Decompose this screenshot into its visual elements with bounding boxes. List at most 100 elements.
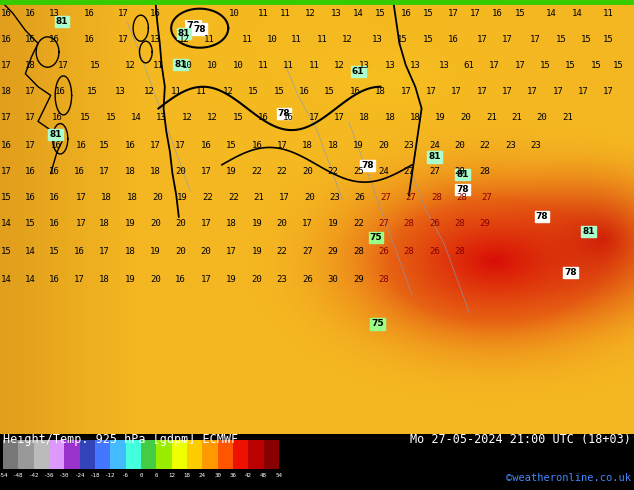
Text: 75: 75 — [370, 233, 382, 242]
Text: 29: 29 — [328, 247, 338, 256]
Text: 21: 21 — [512, 113, 522, 122]
Text: 17: 17 — [25, 141, 36, 150]
Text: 22: 22 — [203, 193, 213, 202]
Text: 28: 28 — [455, 219, 465, 228]
Text: 61: 61 — [464, 61, 474, 70]
Text: 78: 78 — [278, 109, 290, 118]
Text: 28: 28 — [456, 193, 467, 202]
Text: 17: 17 — [25, 87, 36, 96]
Text: 30: 30 — [214, 473, 221, 478]
Text: 78: 78 — [361, 161, 374, 170]
Text: 13: 13 — [49, 8, 59, 18]
Text: 13: 13 — [410, 61, 420, 70]
Bar — [141, 441, 157, 468]
Text: 78: 78 — [536, 212, 548, 221]
Text: 20: 20 — [302, 167, 313, 176]
Text: 15: 15 — [540, 61, 550, 70]
Text: 17: 17 — [531, 34, 541, 44]
Text: 11: 11 — [283, 61, 294, 70]
Text: 15: 15 — [423, 34, 433, 44]
Text: 15: 15 — [49, 247, 59, 256]
Text: 24: 24 — [199, 473, 206, 478]
Text: 15: 15 — [81, 113, 91, 122]
Text: 10: 10 — [230, 8, 240, 18]
Text: 17: 17 — [201, 275, 211, 284]
Text: 18: 18 — [226, 219, 236, 228]
Text: 16: 16 — [74, 247, 84, 256]
Text: 6: 6 — [155, 473, 158, 478]
Text: 26: 26 — [378, 247, 389, 256]
Text: 17: 17 — [74, 275, 84, 284]
Text: 15: 15 — [375, 8, 385, 18]
Text: 19: 19 — [252, 219, 262, 228]
Bar — [80, 441, 95, 468]
Text: 16: 16 — [299, 87, 309, 96]
Bar — [264, 441, 279, 468]
Text: 19: 19 — [353, 141, 363, 150]
Text: 20: 20 — [277, 219, 287, 228]
Text: 12: 12 — [207, 113, 217, 122]
Bar — [187, 441, 202, 468]
Text: 11: 11 — [242, 34, 252, 44]
Text: 20: 20 — [176, 247, 186, 256]
Text: 78: 78 — [193, 24, 206, 33]
Text: 17: 17 — [426, 87, 436, 96]
Text: 18: 18 — [100, 219, 110, 228]
Text: 78: 78 — [564, 268, 577, 277]
Text: 11: 11 — [280, 8, 290, 18]
Text: -42: -42 — [29, 473, 39, 478]
Text: 17: 17 — [477, 87, 487, 96]
Text: 17: 17 — [1, 61, 11, 70]
Text: 18: 18 — [25, 61, 36, 70]
Text: 16: 16 — [49, 167, 59, 176]
Text: 16: 16 — [493, 8, 503, 18]
Text: 17: 17 — [119, 34, 129, 44]
Text: 20: 20 — [455, 141, 465, 150]
Text: -6: -6 — [122, 473, 129, 478]
Text: 16: 16 — [283, 113, 294, 122]
Text: 16: 16 — [49, 219, 59, 228]
Text: ©weatheronline.co.uk: ©weatheronline.co.uk — [506, 473, 631, 483]
Text: 16: 16 — [150, 8, 160, 18]
Bar — [3, 441, 18, 468]
Text: 16: 16 — [448, 34, 458, 44]
Text: 20: 20 — [150, 219, 160, 228]
Text: 22: 22 — [277, 167, 287, 176]
Text: 15: 15 — [226, 141, 236, 150]
Text: 13: 13 — [150, 34, 160, 44]
Text: 17: 17 — [477, 34, 487, 44]
Text: 16: 16 — [51, 141, 61, 150]
Text: 17: 17 — [279, 193, 289, 202]
Text: 20: 20 — [537, 113, 547, 122]
Text: 81: 81 — [178, 29, 190, 38]
Text: 17: 17 — [553, 87, 563, 96]
Text: 14: 14 — [1, 219, 11, 228]
Text: 14: 14 — [131, 113, 141, 122]
Text: 26: 26 — [429, 219, 439, 228]
Text: 19: 19 — [252, 247, 262, 256]
Text: 19: 19 — [226, 167, 236, 176]
Text: 17: 17 — [100, 247, 110, 256]
Text: 25: 25 — [353, 167, 363, 176]
Text: 18: 18 — [127, 193, 137, 202]
Text: 12: 12 — [223, 87, 233, 96]
Bar — [202, 441, 217, 468]
Text: 17: 17 — [119, 8, 129, 18]
Text: 18: 18 — [101, 193, 112, 202]
Text: 12: 12 — [168, 473, 175, 478]
Text: 28: 28 — [455, 167, 465, 176]
Text: 16: 16 — [74, 167, 84, 176]
Text: 15: 15 — [1, 193, 11, 202]
Text: 18: 18 — [100, 275, 110, 284]
Text: 17: 17 — [604, 87, 614, 96]
Text: 17: 17 — [489, 61, 500, 70]
Text: 36: 36 — [230, 473, 236, 478]
Text: 14: 14 — [25, 275, 36, 284]
Text: 26: 26 — [302, 275, 313, 284]
Text: 19: 19 — [125, 219, 135, 228]
Text: 28: 28 — [431, 193, 441, 202]
Text: 17: 17 — [76, 219, 86, 228]
Text: 81: 81 — [456, 170, 469, 179]
Text: 17: 17 — [226, 247, 236, 256]
Text: 17: 17 — [470, 8, 481, 18]
